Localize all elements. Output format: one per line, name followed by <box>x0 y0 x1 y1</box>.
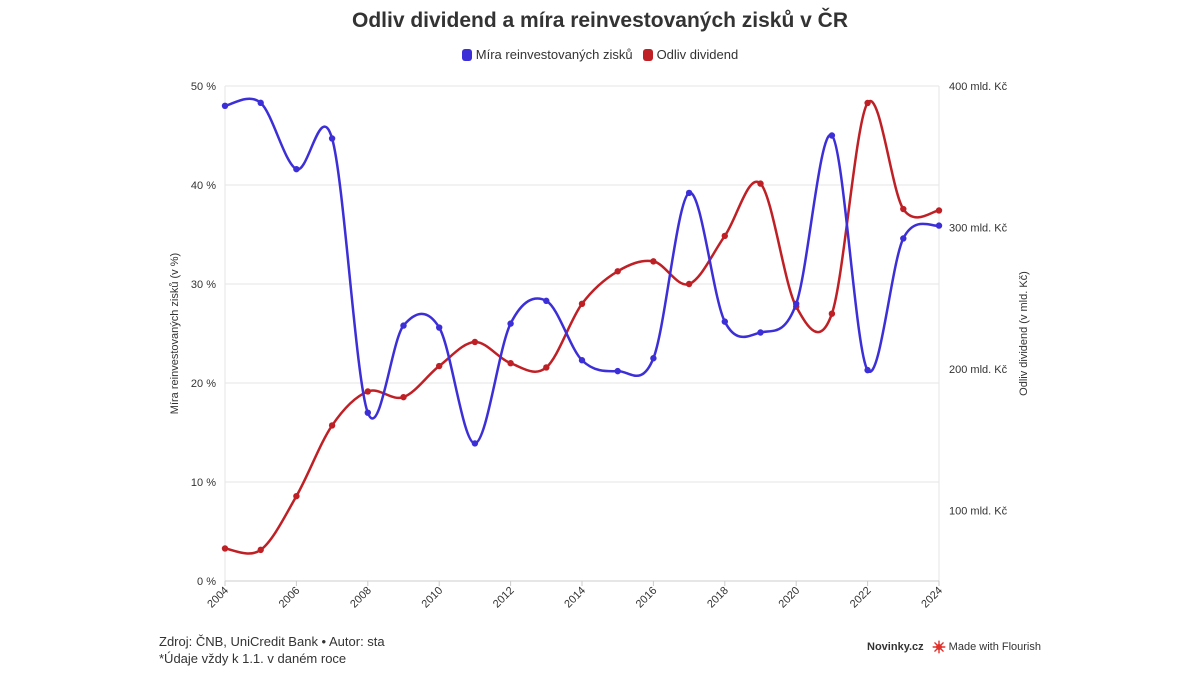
data-point-dividend <box>828 310 836 317</box>
data-point-dividend <box>757 180 764 187</box>
publisher-logo[interactable]: Novinky.cz <box>867 641 924 653</box>
data-point-reinvest <box>900 235 907 242</box>
data-point-dividend <box>900 205 907 213</box>
data-point-reinvest <box>471 440 479 447</box>
chart-title: Odliv dividend a míra reinvestovaných zi… <box>351 9 848 32</box>
data-point-reinvest <box>721 318 728 325</box>
data-point-dividend <box>614 268 621 275</box>
legend-label-dividend: Odliv dividend <box>656 47 739 62</box>
data-point-dividend <box>221 545 229 552</box>
data-point-reinvest <box>257 99 264 107</box>
data-point-reinvest <box>864 366 871 374</box>
flourish-icon <box>932 640 946 654</box>
legend-swatch-dividend <box>642 48 653 61</box>
data-point-dividend <box>935 207 943 214</box>
data-point-reinvest <box>757 329 764 336</box>
data-point-reinvest <box>543 297 550 305</box>
data-point-dividend <box>543 364 550 371</box>
data-point-reinvest <box>578 357 586 364</box>
y-right-tick-label: 300 mld. Kč <box>949 222 1008 234</box>
data-point-dividend <box>685 280 693 288</box>
legend-label-reinvest: Míra reinvestovaných zisků <box>475 47 633 62</box>
data-point-reinvest <box>328 135 336 142</box>
data-point-dividend <box>721 232 728 240</box>
x-tick-label: 2006 <box>277 585 303 611</box>
data-point-dividend <box>436 362 443 370</box>
y-left-tick-label: 10 % <box>191 477 216 489</box>
x-tick-label: 2012 <box>491 585 517 611</box>
data-point-dividend <box>864 99 871 107</box>
x-tick-label: 2008 <box>348 585 374 611</box>
y-right-tick-label: 100 mld. Kč <box>949 505 1008 517</box>
data-point-dividend <box>293 492 300 500</box>
data-point-reinvest <box>828 132 836 139</box>
source-note: Zdroj: ČNB, UniCredit Bank • Autor: sta … <box>159 633 385 667</box>
x-tick-label: 2014 <box>562 585 588 611</box>
y-left-tick-label: 50 % <box>191 81 216 93</box>
legend-item-reinvest[interactable]: Míra reinvestovaných zisků <box>461 47 633 62</box>
flourish-credit[interactable]: Made with Flourish <box>932 640 1041 654</box>
flourish-label: Made with Flourish <box>948 641 1041 653</box>
data-point-dividend <box>650 258 657 265</box>
data-point-reinvest <box>507 320 514 327</box>
data-point-dividend <box>257 546 264 554</box>
legend-swatch-reinvest <box>461 48 472 61</box>
y-right-tick-label: 200 mld. Kč <box>949 364 1008 376</box>
x-tick-label: 2010 <box>420 585 446 611</box>
y-left-tick-label: 0 % <box>197 576 216 588</box>
x-tick-label: 2018 <box>705 585 731 611</box>
data-point-reinvest <box>935 222 943 229</box>
data-point-reinvest <box>650 355 657 362</box>
x-tick-label: 2004 <box>205 585 231 611</box>
y-right-tick-label: 400 mld. Kč <box>949 81 1008 93</box>
y-left-tick-label: 40 % <box>191 180 216 192</box>
x-tick-label: 2016 <box>634 585 660 611</box>
data-point-reinvest <box>400 322 407 329</box>
data-point-dividend <box>328 422 336 429</box>
series-line-dividend <box>223 99 941 555</box>
y-left-tick-label: 30 % <box>191 279 216 291</box>
data-point-reinvest <box>364 409 371 416</box>
data-point-reinvest <box>685 189 693 197</box>
data-point-dividend <box>471 338 479 346</box>
footnote-text: *Údaje vždy k 1.1. v daném roce <box>159 651 347 666</box>
data-point-reinvest <box>293 165 300 173</box>
data-point-reinvest <box>436 324 443 331</box>
y-right-axis-title: Odliv dividend (v mld. Kč) <box>1018 271 1030 396</box>
data-point-reinvest <box>221 102 229 110</box>
data-point-dividend <box>507 360 514 367</box>
branding: Novinky.cz Made with Flourish <box>867 640 1041 654</box>
source-text: Zdroj: ČNB, UniCredit Bank • Autor: sta <box>159 634 385 649</box>
x-tick-label: 2020 <box>777 585 803 611</box>
data-point-reinvest <box>614 367 621 375</box>
x-tick-label: 2022 <box>848 585 874 611</box>
data-point-reinvest <box>793 300 800 307</box>
y-left-tick-label: 20 % <box>191 378 216 390</box>
legend-item-dividend[interactable]: Odliv dividend <box>642 47 739 62</box>
data-point-dividend <box>400 393 407 401</box>
x-tick-label: 2024 <box>919 585 945 611</box>
data-point-dividend <box>364 388 371 395</box>
legend: Míra reinvestovaných zisků Odliv dividen… <box>0 47 1200 62</box>
data-point-dividend <box>578 300 586 307</box>
y-left-axis-title: Míra reinvestovaných zisků (v %) <box>169 253 181 414</box>
series-line-reinvest <box>223 97 941 445</box>
